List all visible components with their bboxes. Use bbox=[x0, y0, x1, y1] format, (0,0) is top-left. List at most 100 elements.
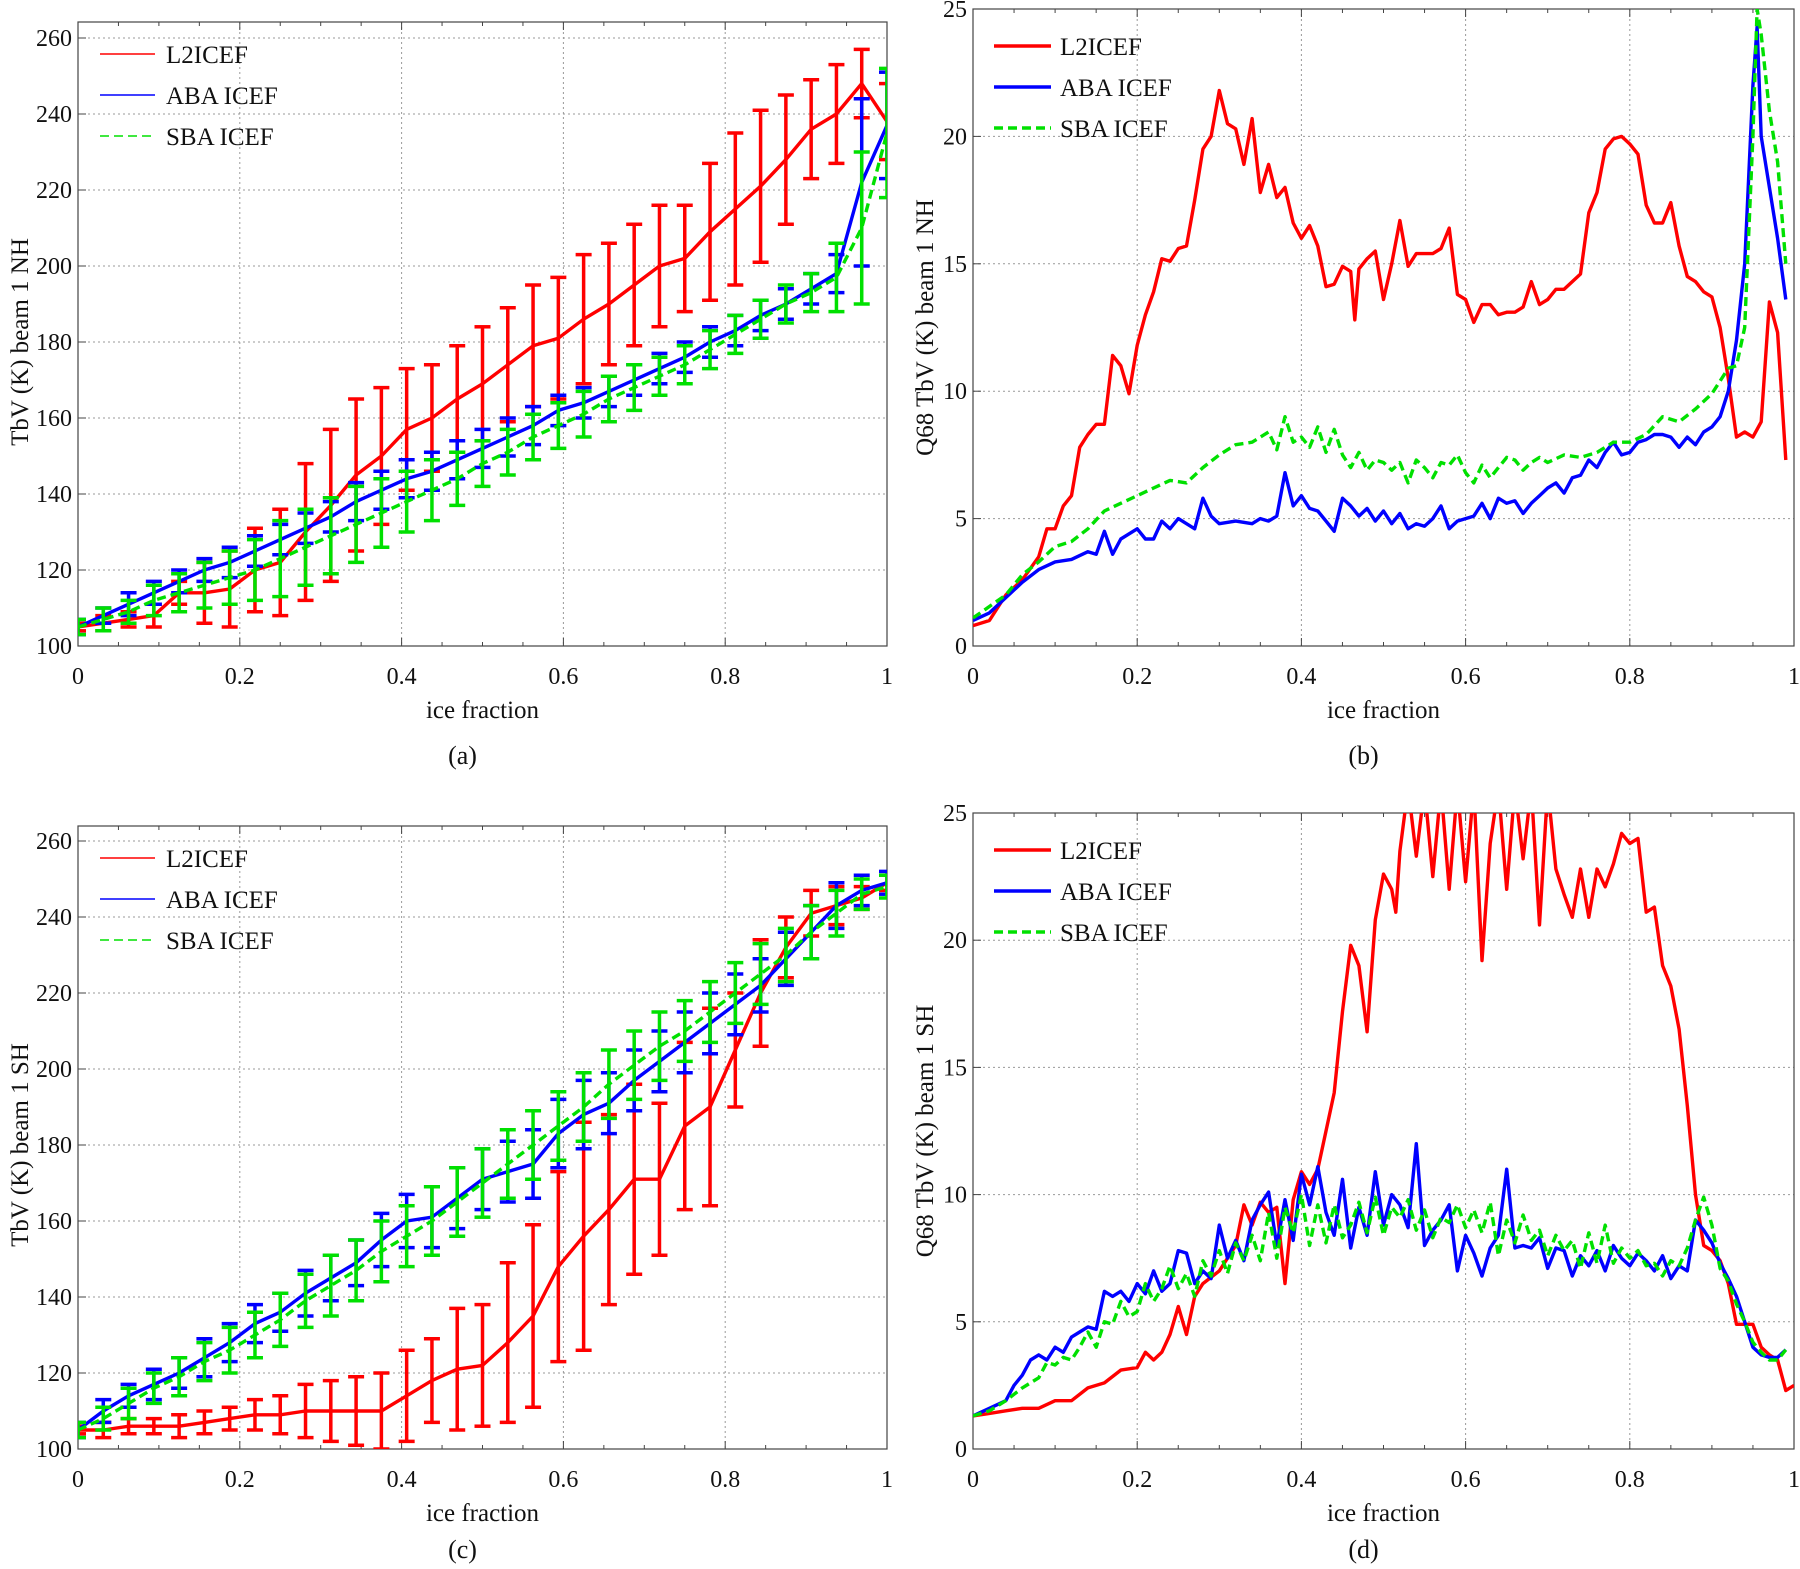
error-bar bbox=[246, 1310, 263, 1360]
series-line bbox=[973, 9, 1788, 620]
legend-label: ABA ICEF bbox=[1060, 879, 1172, 906]
y-tick-label: 200 bbox=[36, 1057, 72, 1083]
error-bar bbox=[474, 1302, 491, 1428]
series-line bbox=[973, 1192, 1788, 1418]
legend-label: ABA ICEF bbox=[1060, 75, 1172, 102]
y-tick-label: 140 bbox=[36, 1285, 72, 1311]
legend-label: SBA ICEF bbox=[1060, 116, 1168, 143]
error-bar bbox=[348, 1238, 365, 1303]
error-bar bbox=[828, 241, 845, 314]
legend-label: SBA ICEF bbox=[1060, 920, 1168, 947]
legend: L2ICEF ABA ICEF SBA ICEF bbox=[100, 42, 278, 151]
error-bar bbox=[600, 374, 617, 424]
error-bar bbox=[752, 941, 769, 1007]
y-tick-label: 140 bbox=[36, 482, 72, 508]
x-tick-label: 0 bbox=[72, 664, 84, 690]
error-bar bbox=[398, 1348, 415, 1444]
error-bar bbox=[550, 1090, 567, 1162]
x-tick-label: 0.2 bbox=[225, 664, 255, 690]
error-bar bbox=[525, 1223, 542, 1409]
error-bar bbox=[879, 873, 887, 900]
plot-area bbox=[78, 47, 887, 637]
x-tick-label: 1 bbox=[1788, 1467, 1800, 1493]
error-bar bbox=[727, 131, 744, 287]
x-tick-label: 0.6 bbox=[1451, 664, 1481, 690]
error-bar bbox=[272, 1394, 289, 1436]
error-bar bbox=[373, 477, 390, 549]
error-bar bbox=[727, 960, 744, 1026]
plot-area bbox=[78, 869, 887, 1449]
x-tick-label: 0 bbox=[72, 1467, 84, 1493]
error-bar bbox=[777, 93, 794, 226]
error-bar bbox=[752, 298, 769, 340]
error-bar bbox=[702, 161, 719, 302]
x-tick-label: 0.8 bbox=[1615, 664, 1645, 690]
y-tick-label: 10 bbox=[943, 1183, 967, 1209]
x-tick-label: 0.2 bbox=[1122, 664, 1152, 690]
error-bar bbox=[322, 496, 339, 576]
series-aba-icef bbox=[973, 1141, 1787, 1418]
axes-frame bbox=[972, 812, 1795, 1450]
y-tick-label: 240 bbox=[36, 102, 72, 128]
error-bar bbox=[803, 903, 820, 961]
x-tick-label: 0.6 bbox=[1451, 1467, 1481, 1493]
error-bar bbox=[727, 313, 744, 356]
y-tick-label: 200 bbox=[36, 254, 72, 280]
y-tick-label: 5 bbox=[955, 1310, 967, 1336]
x-tick-label: 1 bbox=[881, 1467, 893, 1493]
error-bar bbox=[752, 108, 769, 264]
error-bar bbox=[398, 469, 415, 534]
series-line bbox=[78, 884, 887, 1432]
y-tick-label: 25 bbox=[943, 801, 967, 827]
error-bar bbox=[322, 1253, 339, 1318]
error-bar bbox=[676, 203, 693, 314]
series-sba-icef bbox=[78, 873, 887, 1440]
y-tick-label: 160 bbox=[36, 406, 72, 432]
error-bar bbox=[803, 271, 820, 314]
x-axis-label: ice fraction bbox=[426, 1500, 540, 1527]
y-tick-label: 10 bbox=[943, 379, 967, 405]
series-l2icef bbox=[973, 88, 1788, 628]
error-bar bbox=[272, 1291, 289, 1349]
error-bar bbox=[120, 1386, 137, 1421]
error-bar bbox=[853, 150, 870, 306]
error-bar bbox=[879, 81, 887, 162]
series-line bbox=[973, 1141, 1787, 1418]
y-tick-label: 260 bbox=[36, 26, 72, 52]
legend-label: L2ICEF bbox=[1060, 838, 1142, 865]
error-bar bbox=[120, 598, 137, 625]
series-line bbox=[973, 25, 1788, 623]
error-bar bbox=[651, 1010, 668, 1083]
error-bar bbox=[474, 1147, 491, 1219]
y-axis-label: TbV (K) beam 1 SH bbox=[7, 1043, 34, 1247]
error-bar bbox=[702, 328, 719, 371]
legend-label: L2ICEF bbox=[166, 42, 248, 69]
x-tick-label: 0 bbox=[967, 664, 979, 690]
error-bar bbox=[525, 1109, 542, 1181]
panel-a: 0 0.2 0.4 0.6 0.8 1 100 120 140 160 180 200 220 240 26… bbox=[7, 21, 893, 770]
y-tick-label: 180 bbox=[36, 1133, 72, 1159]
error-bar bbox=[575, 1120, 592, 1352]
error-bar bbox=[651, 203, 668, 329]
error-bar bbox=[423, 458, 440, 523]
error-bar bbox=[297, 1272, 314, 1330]
error-bar bbox=[423, 1337, 440, 1425]
x-axis-label: ice fraction bbox=[1327, 697, 1441, 724]
series-line bbox=[973, 813, 1794, 1418]
series-sba-icef bbox=[973, 1192, 1788, 1418]
error-bar bbox=[297, 507, 314, 587]
panel-caption: (d) bbox=[1348, 1535, 1378, 1564]
x-tick-label: 0.8 bbox=[710, 1467, 740, 1493]
error-bar bbox=[550, 1169, 567, 1364]
error-bar bbox=[803, 78, 820, 181]
error-bar bbox=[145, 1416, 162, 1436]
y-tick-label: 20 bbox=[943, 124, 967, 150]
x-tick-label: 0.8 bbox=[710, 664, 740, 690]
error-bar bbox=[575, 252, 592, 386]
legend-label: L2ICEF bbox=[166, 846, 248, 873]
series-aba-icef bbox=[973, 25, 1788, 623]
error-bar bbox=[499, 1261, 516, 1425]
